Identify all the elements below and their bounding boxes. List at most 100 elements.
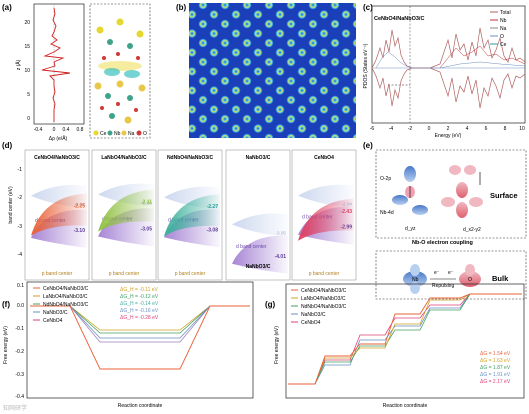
electron-label: e⁻ [448, 270, 454, 276]
panel-label-b: (b) [176, 3, 187, 12]
dg-value: ΔG = 1.63 eV [480, 358, 511, 364]
panel-f-values: ΔG_H = -0.11 eV ΔG_H = -0.12 eV ΔG_H = -… [120, 287, 159, 321]
panel-a-frame [33, 3, 85, 125]
dyz-label: d_yz [405, 226, 416, 232]
legend-total: Total [500, 10, 511, 16]
ytick: 0.1 [17, 283, 24, 289]
panel-label-e: (e) [363, 141, 373, 150]
band-column-frame [24, 149, 90, 281]
band-column: NaNbO3/C d band center -4.01 -3.05 NaNbO3/C [225, 149, 291, 281]
column-caption: NaNbO3/C [246, 264, 271, 270]
panel-label-g: (g) [265, 300, 276, 309]
o-orbital [459, 271, 481, 287]
nb-orbital-lobe [410, 282, 420, 294]
panel-b: (b) [176, 3, 356, 138]
p-band-label: p band center [42, 271, 73, 277]
ytick: 0.0 [17, 303, 24, 309]
legend-item: LaNbO4/NaNbO3/C [301, 296, 346, 302]
xtick: 10 [519, 126, 525, 132]
elf-map [189, 3, 356, 138]
legend-o: O [143, 131, 147, 137]
o-orbital-lobe [465, 264, 475, 276]
orbital-lobe [449, 165, 461, 175]
legend-item: CeNbO4/NaNbO3/C [301, 288, 347, 294]
band-column-title: LaNbO4/NaNbO3/C [101, 155, 147, 161]
nb-4d-orbital [392, 195, 408, 205]
p-band-lobe [31, 193, 87, 236]
xtick: 0.8 [77, 127, 84, 133]
bulk-box [375, 250, 527, 300]
p-band-value: -2.43 [341, 209, 353, 215]
pdos-nb [439, 45, 526, 69]
y-axis-label: band center (eV) [8, 186, 14, 224]
ytick: -0.1 [15, 326, 24, 332]
band-column-frame [91, 149, 157, 281]
x-axis-label: Reaction coordinate [118, 403, 163, 409]
dg-value: ΔG_H = -0.12 eV [120, 294, 159, 300]
legend-item: CeNbO4 [43, 318, 63, 324]
p-band-lobe [98, 189, 154, 232]
panel-label-d: (d) [2, 141, 13, 150]
pdos-total-down [371, 67, 526, 109]
d-band-label: d band center [236, 244, 267, 250]
p-band-value: -2.25 [74, 204, 86, 210]
ytick: 0 [27, 116, 30, 122]
panel-label-c: (c) [363, 3, 373, 12]
y-axis-label: Free energy (eV) [274, 326, 280, 364]
legend-na: Na [500, 26, 507, 32]
legend-item: NdNbO4/NaNbO3/C [43, 302, 89, 308]
repulsing-label: Repulsing [432, 283, 454, 289]
surface-box [375, 149, 527, 239]
panel-label-f: (f) [2, 300, 10, 309]
xtick: 0.4 [63, 127, 70, 133]
xtick: 8 [504, 126, 507, 132]
xtick: 0 [428, 126, 431, 132]
dg-value: ΔG_H = -0.11 eV [120, 287, 159, 293]
band-column-title: CeNbO4/NaNbO3/C [34, 155, 80, 161]
legend-item: CeNbO4 [301, 320, 321, 326]
faint-band-value: -3.05 [276, 230, 287, 235]
surface-label: Surface [490, 191, 518, 200]
d-band-value: -3.05 [141, 226, 153, 232]
xtick: 2 [447, 126, 450, 132]
orbital-lobe [441, 197, 455, 207]
ytick: -2 [18, 195, 23, 201]
dx2y2-orbital [456, 182, 468, 198]
xtick: 0 [53, 127, 56, 133]
band-column-frame [291, 149, 357, 281]
x-axis-label: Energy (eV) [435, 133, 462, 139]
coupling-label: Nb-O electron coupling [412, 240, 473, 246]
band-column: CeNbO4/NaNbO3/Cd band center-3.10-2.05-2… [24, 149, 90, 281]
p-band-label: p band center [309, 271, 340, 277]
oer-path-na [288, 293, 522, 385]
dg-value: ΔG = 1.54 eV [480, 351, 511, 357]
legend-item: NdNbO4/NaNbO3/C [301, 304, 347, 310]
bulk-nb-label: Nb [412, 277, 419, 283]
panel-c-legend: Total Nb Na O Ce [490, 10, 511, 48]
dg-value: ΔG_H = -0.28 eV [120, 315, 159, 321]
nb-orbital-lobe [410, 264, 420, 276]
dx2y2-orbital [456, 202, 468, 218]
ytick: 10 [24, 68, 30, 74]
ytick: -0.3 [15, 372, 24, 378]
bulk-label: Bulk [492, 274, 509, 283]
oer-path-ce [288, 293, 522, 385]
o-2p-orbital [404, 166, 416, 182]
electron-label: e⁻ [434, 270, 440, 276]
p-band-lobe [298, 198, 354, 241]
panel-label-a: (a) [2, 3, 12, 12]
element-legend: Ce Nb Na O [93, 130, 147, 137]
x-axis-label: Δρ (e/Å) [49, 135, 68, 142]
panel-c-title: CeNbO4/NaNbO3/C [374, 16, 424, 22]
dg-value: ΔG_H = -0.16 eV [120, 308, 159, 314]
y-axis-label: z (Å) [15, 59, 22, 70]
xtick: 6 [485, 126, 488, 132]
dg-value: ΔG = 1.87 eV [480, 365, 511, 371]
panel-g-frame [285, 283, 525, 399]
p-band-label: p band center [175, 271, 206, 277]
bulk-o-label: O [468, 277, 472, 283]
d-band-value: -3.10 [74, 228, 86, 234]
ytick: 15 [24, 44, 30, 50]
crystal-structure [94, 18, 146, 124]
